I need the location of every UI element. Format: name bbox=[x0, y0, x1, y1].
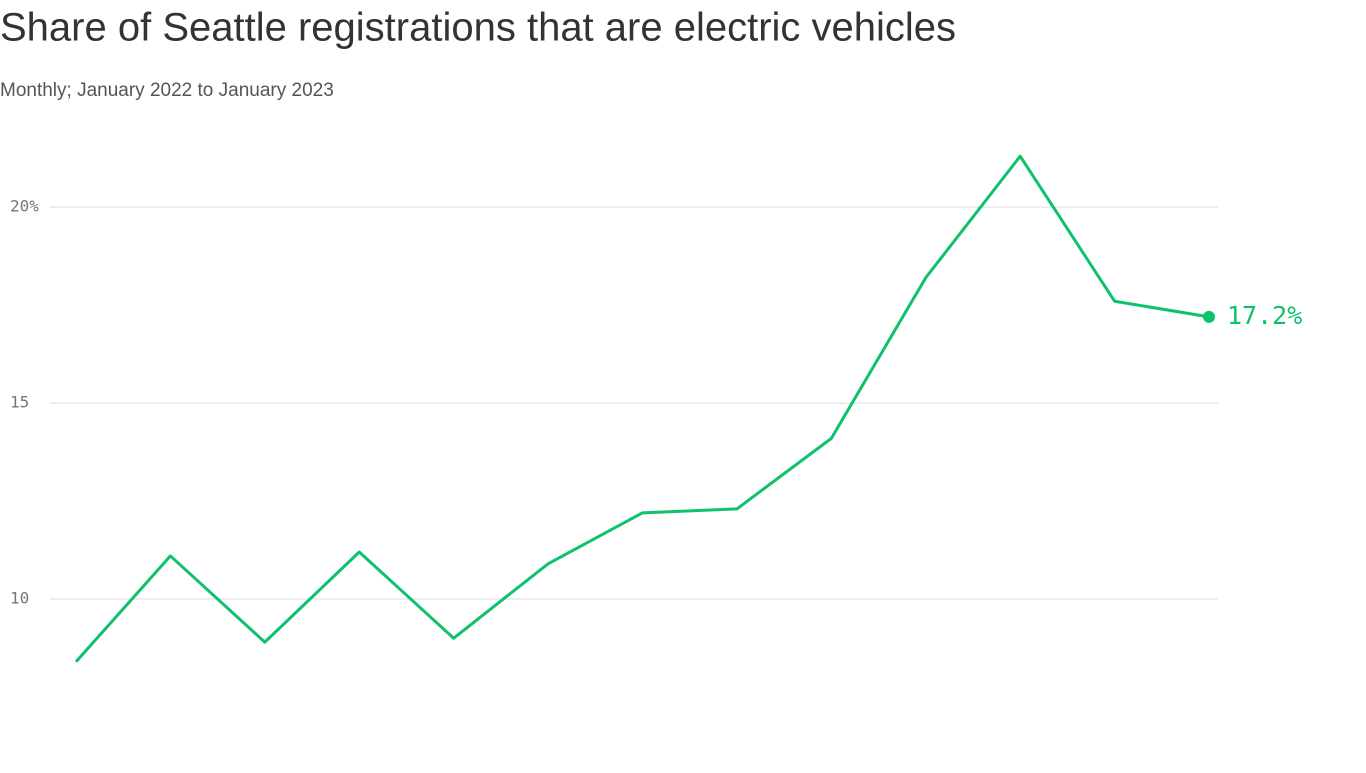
y-tick-label: 10 bbox=[10, 589, 29, 608]
chart-title: Share of Seattle registrations that are … bbox=[0, 6, 956, 50]
value-label: 17.2% bbox=[1227, 301, 1302, 330]
data-line bbox=[74, 154, 1210, 663]
y-tick-label: 20% bbox=[10, 197, 39, 216]
end-point bbox=[1203, 310, 1215, 323]
chart-subtitle: Monthly; January 2022 to January 2023 bbox=[0, 80, 334, 101]
y-tick-label: 15 bbox=[10, 393, 29, 412]
